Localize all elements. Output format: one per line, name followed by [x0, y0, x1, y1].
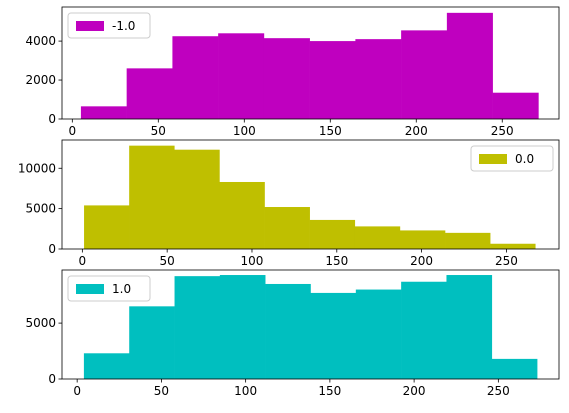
histogram-bar [309, 219, 356, 249]
histogram-bar [401, 281, 447, 379]
y-tick-label: 0 [48, 372, 56, 386]
y-tick-label: 0 [48, 112, 56, 126]
histogram-bar [84, 205, 130, 249]
axes-frame [61, 269, 560, 380]
legend: 0.0 [470, 145, 554, 172]
x-tick-label: 100 [233, 124, 256, 138]
legend-swatch [76, 284, 104, 294]
histogram-bar [309, 41, 356, 120]
x-tick-label: 0 [68, 124, 76, 138]
x-tick-label: 0 [79, 254, 87, 268]
legend-swatch [479, 154, 507, 164]
histogram-bar [354, 226, 401, 249]
histogram-bar [355, 289, 402, 379]
histogram-bar [399, 230, 446, 249]
histogram-bar [265, 283, 311, 379]
histogram-bar [174, 149, 220, 249]
y-tick-label: 5000 [25, 316, 56, 330]
x-tick-label: 100 [234, 384, 257, 398]
histogram-bar [219, 275, 266, 379]
histogram-bar [264, 207, 310, 249]
subplot-1: 0 50 100 150 200 250 0 2000 4000 -1.0 [25, 6, 560, 138]
histogram-bar [172, 36, 219, 119]
histogram-bar [129, 145, 175, 249]
histogram-bar [490, 243, 536, 249]
subplot-2: 0 50 100 150 200 250 0 5000 10000 0.0 [18, 139, 560, 268]
y-tick-label: 5000 [25, 202, 56, 216]
histogram-bar [446, 275, 493, 379]
x-tick-label: 50 [160, 254, 175, 268]
legend-box [470, 145, 554, 172]
legend-label: 1.0 [112, 282, 131, 296]
x-tick-label: 150 [319, 124, 342, 138]
legend: -1.0 [67, 12, 151, 39]
histogram-bar [446, 12, 493, 120]
x-tick-label: 50 [154, 384, 169, 398]
x-tick-label: 50 [151, 124, 166, 138]
x-tick-label: 0 [73, 384, 81, 398]
legend-label: 0.0 [515, 152, 534, 166]
x-tick-label: 200 [410, 254, 433, 268]
histogram-bar [310, 292, 357, 379]
histogram-bar [174, 276, 221, 379]
y-tick-label: 0 [48, 242, 56, 256]
histogram-bar [401, 30, 448, 119]
y-tick-label: 2000 [25, 73, 56, 87]
x-tick-label: 150 [325, 254, 348, 268]
x-tick-label: 250 [487, 384, 510, 398]
legend-box [67, 275, 151, 302]
histogram-bar [218, 33, 265, 119]
legend-box [67, 12, 151, 39]
x-tick-label: 150 [318, 384, 341, 398]
y-tick-label: 10000 [18, 161, 56, 175]
x-tick-label: 200 [405, 124, 428, 138]
legend-label: -1.0 [112, 19, 135, 33]
histogram-bar [491, 358, 538, 379]
histogram-bar [126, 68, 173, 119]
histogram-bar [263, 38, 310, 119]
x-tick-label: 250 [495, 254, 518, 268]
histogram-bar [445, 232, 491, 249]
histogram-bar [492, 92, 539, 119]
x-tick-label: 200 [403, 384, 426, 398]
legend-swatch [76, 21, 104, 31]
subplot-3: 0 50 100 150 200 250 0 5000 1.0 [25, 269, 560, 398]
histogram-bar [355, 39, 402, 119]
x-tick-label: 250 [491, 124, 514, 138]
axes-frame [61, 6, 560, 120]
legend: 1.0 [67, 275, 151, 302]
histogram-bar [80, 106, 127, 119]
histogram-bar [129, 306, 175, 379]
histogram-bar [219, 181, 265, 249]
y-tick-label: 4000 [25, 34, 56, 48]
axes-frame [61, 139, 560, 250]
x-tick-label: 100 [241, 254, 264, 268]
histogram-bar [83, 353, 130, 379]
